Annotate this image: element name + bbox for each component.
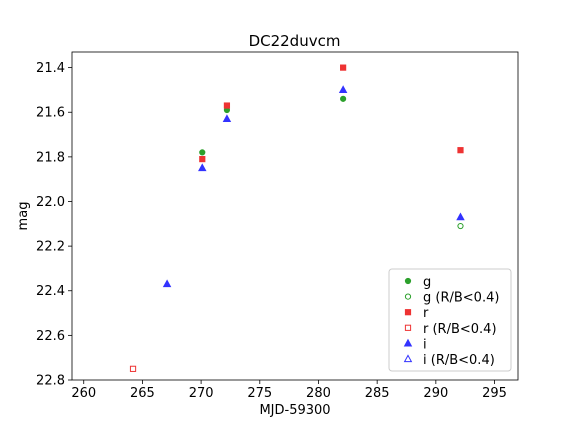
x-axis: 260 265 270 275 280 285 290 295 [71, 380, 507, 401]
data-point-triangle [198, 163, 207, 172]
data-point-circle [340, 95, 347, 102]
data-point-triangle [222, 114, 232, 123]
y-tick-label: 22.4 [36, 284, 65, 299]
legend-marker-square [404, 309, 412, 316]
data-point-triangle [456, 212, 465, 221]
x-tick-label: 260 [71, 386, 96, 401]
y-tick-label: 21.8 [36, 150, 65, 165]
data-point-square [129, 365, 137, 372]
legend-marker-triangle [403, 354, 413, 363]
x-tick-label: 290 [423, 386, 448, 401]
x-tick-label: 270 [189, 386, 214, 401]
x-tick-label: 295 [482, 386, 507, 401]
data-point-square [340, 64, 347, 71]
x-tick-label: 280 [306, 386, 331, 401]
legend-label: r (R/B<0.4) [423, 322, 497, 337]
y-axis-label: mag [16, 202, 31, 231]
y-tick-label: 21.4 [36, 61, 65, 76]
data-point-square [199, 156, 206, 163]
y-axis: 21.4 21.6 21.8 22.0 22.2 22.4 22.6 22.8 [36, 61, 72, 389]
data-point-triangle [162, 279, 172, 288]
legend-marker-circle [404, 277, 412, 285]
data-point-circle [199, 149, 206, 156]
legend-label: g [423, 275, 431, 290]
data-point-square [223, 102, 231, 109]
data-point-square [457, 147, 464, 154]
data-point-circle [457, 222, 464, 230]
legend-box [388, 268, 512, 372]
data-markers [129, 64, 465, 372]
y-tick-label: 22.2 [36, 240, 65, 255]
x-axis-label: MJD-59300 [259, 403, 330, 418]
legend-label: r [423, 306, 429, 321]
data-point-triangle [338, 85, 348, 94]
x-tick-label: 265 [130, 386, 155, 401]
legend-label: g (R/B<0.4) [423, 291, 499, 306]
y-tick-label: 22.6 [36, 329, 65, 344]
legend-marker-circle [404, 293, 412, 300]
y-tick-label: 22.8 [36, 374, 65, 389]
legend: gg (R/B<0.4)rr (R/B<0.4)ii (R/B<0.4) [388, 268, 512, 372]
legend-marker-triangle [403, 338, 413, 347]
legend-marker-square [404, 324, 412, 331]
y-tick-label: 21.6 [36, 106, 65, 121]
x-tick-label: 285 [365, 386, 390, 401]
chart-title: DC22duvcm [249, 32, 341, 50]
legend-label: i (R/B<0.4) [423, 353, 495, 368]
y-tick-label: 22.0 [36, 195, 65, 210]
legend-label: i [423, 337, 427, 352]
x-tick-label: 275 [247, 386, 272, 401]
